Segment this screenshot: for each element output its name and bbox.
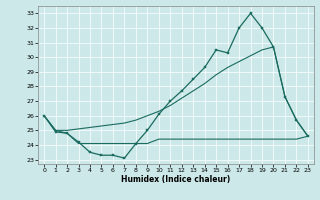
X-axis label: Humidex (Indice chaleur): Humidex (Indice chaleur) bbox=[121, 175, 231, 184]
